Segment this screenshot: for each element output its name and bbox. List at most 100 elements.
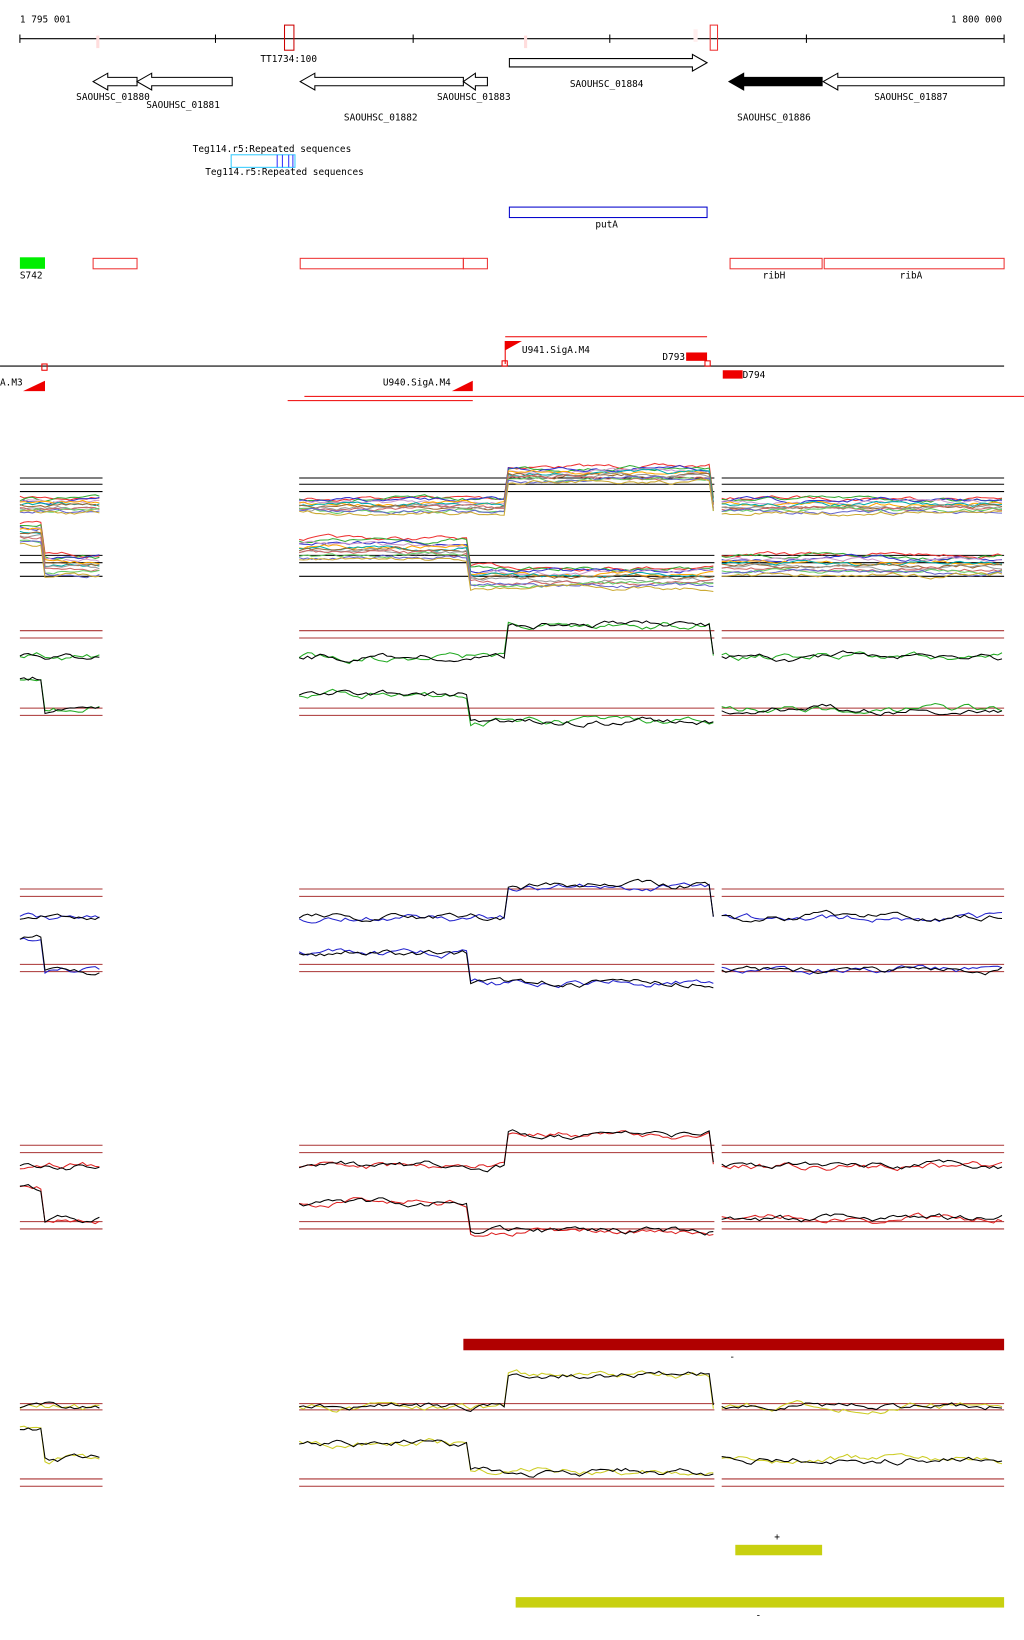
signal-line (721, 562, 1003, 570)
gene-arrow (508, 53, 709, 73)
signal-line (299, 533, 714, 572)
signal-line (721, 909, 1003, 923)
signal-line (299, 620, 714, 663)
terminator-label: TT1734:100 (260, 54, 317, 65)
srna-box (19, 257, 45, 269)
signal-line (19, 1185, 100, 1225)
signal-line (19, 1161, 100, 1170)
ruler-ticks (19, 34, 1005, 43)
signal-line (298, 546, 714, 581)
ruler-end: 1 800 000 (951, 14, 1002, 25)
signal-line (299, 478, 714, 517)
repeats: Teg114.r5:Repeated sequences Teg114.r5:R… (193, 144, 364, 178)
feature-boxes (92, 257, 1005, 270)
gene-label: SAOUHSC_01882 (344, 113, 418, 124)
signal-line (19, 1427, 100, 1463)
signal-line (299, 557, 714, 592)
signal-line (19, 527, 100, 565)
gene-label: SAOUHSC_01880 (76, 92, 150, 103)
signal-line (19, 652, 100, 661)
signal-line (721, 1453, 1003, 1465)
signal-line (721, 495, 1003, 504)
gene-arrow (135, 72, 233, 91)
signal-line (19, 934, 100, 976)
signal-line (721, 1213, 1003, 1223)
signal-line (299, 1197, 714, 1237)
signal-line (721, 703, 1003, 717)
signal-line (298, 949, 714, 989)
signal-line (299, 551, 714, 589)
signal-line (721, 505, 1003, 512)
gene-label: SAOUHSC_01886 (737, 113, 811, 124)
marker (693, 29, 698, 42)
signal-line (19, 509, 100, 515)
signal-line (721, 507, 1003, 515)
signal-line (19, 1425, 100, 1465)
gene-arrow (462, 72, 488, 91)
signal-line (721, 556, 1003, 564)
promoters: U941.SigA.M4 D793 A.M3 U940.SigA.M4 D794 (0, 336, 1024, 402)
gene-label: SAOUHSC_01887 (874, 92, 948, 103)
promoter-lines (287, 336, 1024, 402)
signal-line (721, 553, 1003, 563)
signal-line (19, 502, 100, 508)
signal-line (19, 526, 100, 560)
promoter-label: D793 (662, 352, 685, 363)
feature-label: ribA (900, 271, 923, 282)
signal-line (19, 536, 100, 572)
promoter-boxes (41, 360, 711, 371)
marker (524, 35, 528, 49)
segments: - + - (463, 1338, 1005, 1621)
terminator-box (709, 24, 719, 51)
gene-label: SAOUHSC_01884 (570, 79, 644, 90)
signal-line (721, 500, 1003, 508)
segment-bar (735, 1544, 823, 1556)
gene-label: SAOUHSC_01881 (146, 100, 220, 111)
strand-label: + (774, 1532, 780, 1543)
gene-arrow (299, 72, 464, 91)
gene-arrow (727, 72, 823, 91)
strand-label: - (755, 1610, 761, 1621)
signal-line (299, 540, 714, 578)
signal-line (19, 1403, 100, 1411)
signal-line (299, 537, 714, 573)
srna-label: S742 (20, 271, 43, 282)
signal-line (299, 547, 714, 585)
gene-arrow (822, 72, 1005, 91)
ruler: 1 795 001 1 800 000 TT1734:100 (19, 14, 1005, 65)
signal-line (298, 1129, 714, 1173)
signal-line (19, 494, 100, 502)
signal-line (19, 652, 100, 660)
signal-line (19, 678, 100, 713)
gene-arrow (92, 72, 138, 91)
repeat-label: Teg114.r5:Repeated sequences (205, 167, 364, 178)
signal-line (298, 1197, 714, 1236)
repeat-box (230, 154, 296, 168)
signal-line (19, 937, 100, 975)
marker (96, 35, 100, 49)
segment-bar (515, 1597, 1005, 1608)
signal-line (299, 1439, 714, 1478)
gene-label: SAOUHSC_01883 (437, 92, 511, 103)
signal-line (19, 505, 100, 510)
feature-label: ribH (763, 271, 786, 282)
ruler-start: 1 795 001 (20, 14, 71, 25)
signal-line (721, 965, 1003, 976)
promoter-label: U940.SigA.M4 (383, 377, 451, 388)
signal-line (19, 524, 100, 560)
signal-line (298, 948, 714, 989)
operon-box (508, 206, 708, 219)
repeat-lines (276, 154, 294, 168)
signal-line (721, 650, 1003, 663)
signal-line (721, 1456, 1003, 1466)
features: S742 ribH ribA (19, 257, 1005, 282)
terminator-box (283, 24, 295, 51)
signal-line (298, 689, 714, 728)
signal-line (19, 533, 100, 570)
segment-bar (463, 1338, 1005, 1351)
signal-line (299, 545, 714, 579)
signal-line (721, 571, 1003, 580)
signal-line (19, 1184, 100, 1224)
